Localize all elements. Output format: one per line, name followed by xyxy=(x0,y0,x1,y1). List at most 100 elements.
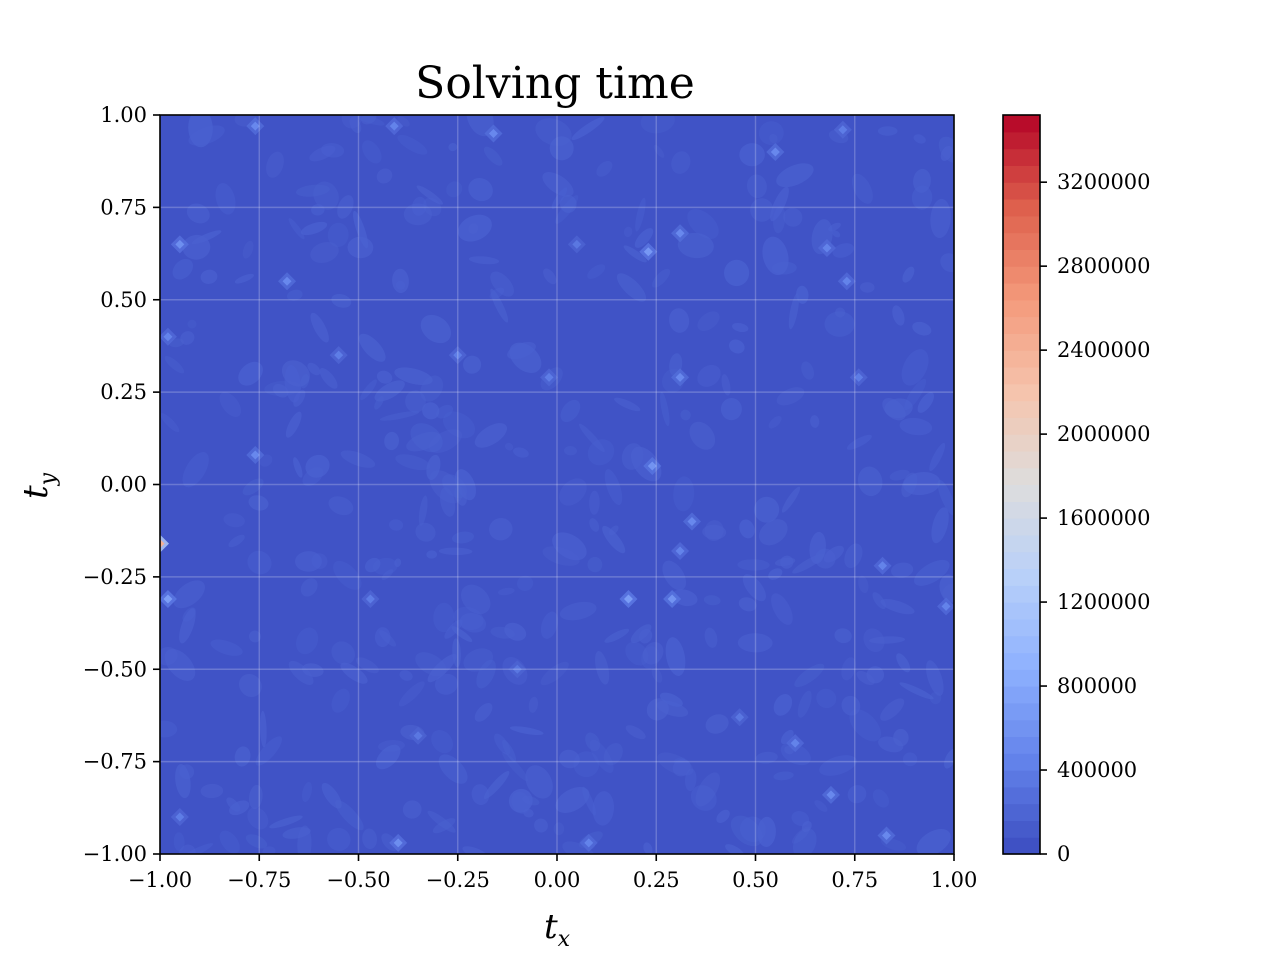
colorbar-band xyxy=(1003,249,1040,267)
contour-patch xyxy=(587,264,606,279)
contour-patch xyxy=(623,226,633,238)
contour-patch xyxy=(490,271,514,297)
contour-patch xyxy=(483,770,510,800)
y-tick-label: −0.50 xyxy=(83,657,147,681)
contour-patch xyxy=(248,630,262,643)
contour-patch xyxy=(427,653,457,683)
contour-patch xyxy=(173,832,185,852)
contour-patch xyxy=(899,682,934,700)
contour-patch xyxy=(573,751,600,778)
contour-patch xyxy=(902,266,915,283)
colorbar-tick-label: 400000 xyxy=(1057,758,1137,782)
contour-patch xyxy=(780,555,794,569)
hotspot xyxy=(484,124,503,143)
contour-patch xyxy=(284,364,301,403)
contour-patch xyxy=(893,728,909,747)
hotspot xyxy=(766,142,785,161)
contour-patch xyxy=(776,387,805,406)
hotspot xyxy=(937,597,954,616)
colorbar-band xyxy=(1003,719,1040,738)
x-tick-label: 0.25 xyxy=(633,868,680,892)
contour-patch xyxy=(672,589,698,607)
contour-patch xyxy=(814,800,828,812)
contour-patch xyxy=(269,815,303,829)
contour-patch xyxy=(549,136,574,161)
contour-patch xyxy=(625,725,646,740)
contour-patch xyxy=(702,524,727,540)
contour-patch xyxy=(555,787,590,813)
contour-patch xyxy=(657,752,694,776)
hotspot xyxy=(833,120,852,139)
colorbar-tick-label: 1600000 xyxy=(1057,506,1151,530)
contour-patch xyxy=(355,657,379,674)
contour-patch xyxy=(528,696,539,713)
hotspot xyxy=(508,660,527,679)
hotspot-core xyxy=(175,812,185,822)
contour-patch xyxy=(160,720,178,738)
contour-patch xyxy=(689,421,716,450)
contour-patch xyxy=(604,628,630,643)
contour-patch xyxy=(327,222,349,248)
contour-patch xyxy=(446,181,463,198)
contour-patch xyxy=(757,816,776,847)
contour-patch xyxy=(182,452,209,488)
contour-patch xyxy=(164,355,185,374)
hotspot-core xyxy=(572,239,582,249)
contour-patch xyxy=(816,688,837,709)
contour-patch xyxy=(406,431,441,452)
colorbar-band xyxy=(1003,215,1040,234)
contour-patch xyxy=(353,210,369,249)
colorbar-band xyxy=(1003,618,1040,637)
contour-patch xyxy=(723,259,750,287)
hotspot xyxy=(540,368,559,387)
contour-patch xyxy=(771,593,793,625)
contour-patch xyxy=(771,261,797,275)
contour-patch xyxy=(389,519,404,531)
colorbar-band xyxy=(1003,786,1040,805)
contour-patch xyxy=(750,198,774,222)
hotspot xyxy=(817,239,836,258)
contour-patch xyxy=(705,714,729,734)
contour-patch xyxy=(903,472,941,496)
contour-patch xyxy=(794,663,825,688)
contour-patch xyxy=(340,662,368,684)
contour-patch xyxy=(640,115,675,134)
hotspot-core xyxy=(175,239,185,249)
hotspot-core xyxy=(389,121,399,131)
hotspot xyxy=(639,242,658,261)
hotspot xyxy=(730,708,749,727)
contour-patch xyxy=(229,800,250,816)
contour-patch xyxy=(333,560,362,590)
hotspot-core xyxy=(250,450,260,460)
contour-patch xyxy=(427,810,456,833)
contour-patch xyxy=(502,751,529,782)
hotspot xyxy=(278,272,297,291)
contour-patch xyxy=(552,532,587,561)
contour-patch xyxy=(476,659,496,689)
contour-patch xyxy=(851,173,873,204)
colorbar-band xyxy=(1003,652,1040,670)
contour-patch xyxy=(738,597,757,612)
contour-patch xyxy=(680,409,691,421)
contour-patch xyxy=(200,269,218,284)
contour-patch xyxy=(426,454,441,480)
hotspot xyxy=(671,542,690,561)
contour-patch xyxy=(374,627,391,648)
contour-patch xyxy=(560,399,581,423)
x-axis: −1.00 −0.75 −0.50 −0.25 0.00 0.25 0.50 0.75 1.00 xyxy=(128,854,977,892)
contour-patch xyxy=(379,411,420,421)
contour-patch xyxy=(877,126,898,136)
contour-patch xyxy=(543,268,557,285)
contour-patch xyxy=(328,496,354,516)
contour-patch xyxy=(703,595,721,606)
chart-title: Solving time xyxy=(415,58,695,109)
contour-patch xyxy=(223,513,245,528)
contour-patch xyxy=(374,380,405,402)
contour-patch xyxy=(242,478,264,496)
contour-patch xyxy=(434,673,459,695)
contour-patch xyxy=(507,341,536,360)
contour-patch xyxy=(937,479,954,516)
contour-patch xyxy=(248,495,269,511)
contour-patch xyxy=(429,470,463,504)
hotspot xyxy=(682,512,701,531)
